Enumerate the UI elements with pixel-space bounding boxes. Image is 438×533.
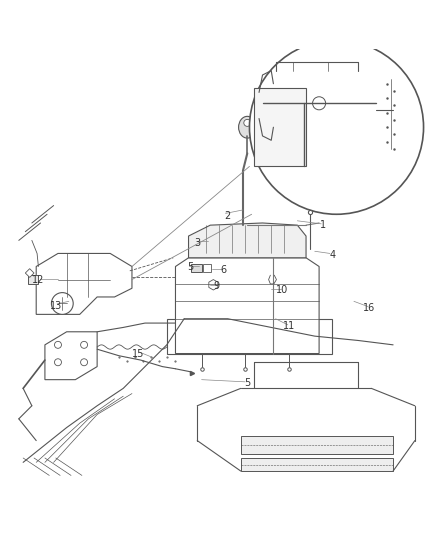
Text: 1: 1	[320, 220, 326, 230]
Bar	[241, 458, 393, 471]
Polygon shape	[188, 223, 306, 258]
Text: 11: 11	[283, 321, 295, 331]
Circle shape	[303, 333, 310, 340]
Ellipse shape	[239, 116, 256, 138]
Text: 5: 5	[244, 378, 251, 388]
Text: 6: 6	[220, 265, 226, 275]
Polygon shape	[45, 332, 97, 379]
Polygon shape	[25, 269, 34, 277]
Text: 16: 16	[363, 303, 375, 313]
Circle shape	[224, 333, 231, 340]
Circle shape	[313, 97, 325, 110]
Text: 10: 10	[276, 286, 288, 295]
Circle shape	[81, 341, 88, 349]
Text: 3: 3	[194, 238, 200, 247]
Circle shape	[181, 333, 187, 340]
Text: 5: 5	[187, 262, 194, 272]
Circle shape	[54, 341, 61, 349]
Text: 2: 2	[225, 211, 231, 221]
Bar	[241, 436, 393, 454]
Polygon shape	[36, 254, 132, 314]
Text: 13: 13	[49, 301, 62, 311]
Text: 15: 15	[132, 349, 145, 359]
Circle shape	[268, 333, 275, 340]
Circle shape	[54, 359, 61, 366]
Bar	[254, 88, 306, 166]
Text: 9: 9	[214, 281, 220, 291]
Text: 4: 4	[329, 250, 335, 260]
Bar	[191, 264, 201, 272]
Circle shape	[51, 293, 73, 314]
FancyBboxPatch shape	[167, 319, 332, 353]
Circle shape	[250, 40, 424, 214]
Circle shape	[81, 359, 88, 366]
Bar	[28, 275, 39, 284]
Polygon shape	[176, 258, 319, 353]
Circle shape	[244, 119, 251, 126]
Bar	[203, 264, 211, 272]
Text: 12: 12	[32, 276, 45, 286]
